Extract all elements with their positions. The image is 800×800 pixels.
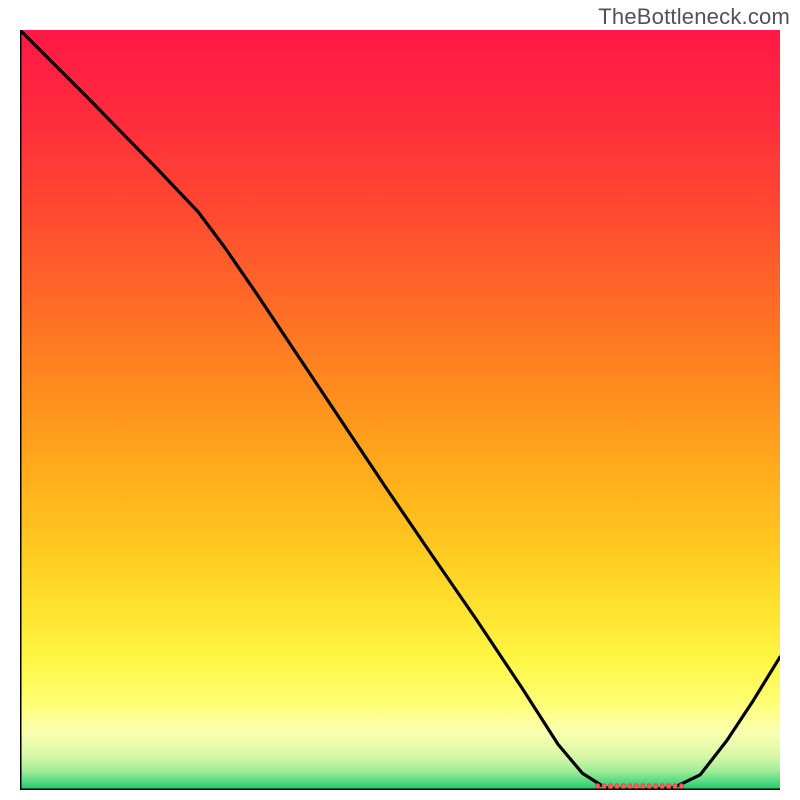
watermark-text: TheBottleneck.com — [598, 4, 790, 30]
chart-container: TheBottleneck.com — [0, 0, 800, 800]
bottleneck-chart — [20, 30, 780, 790]
